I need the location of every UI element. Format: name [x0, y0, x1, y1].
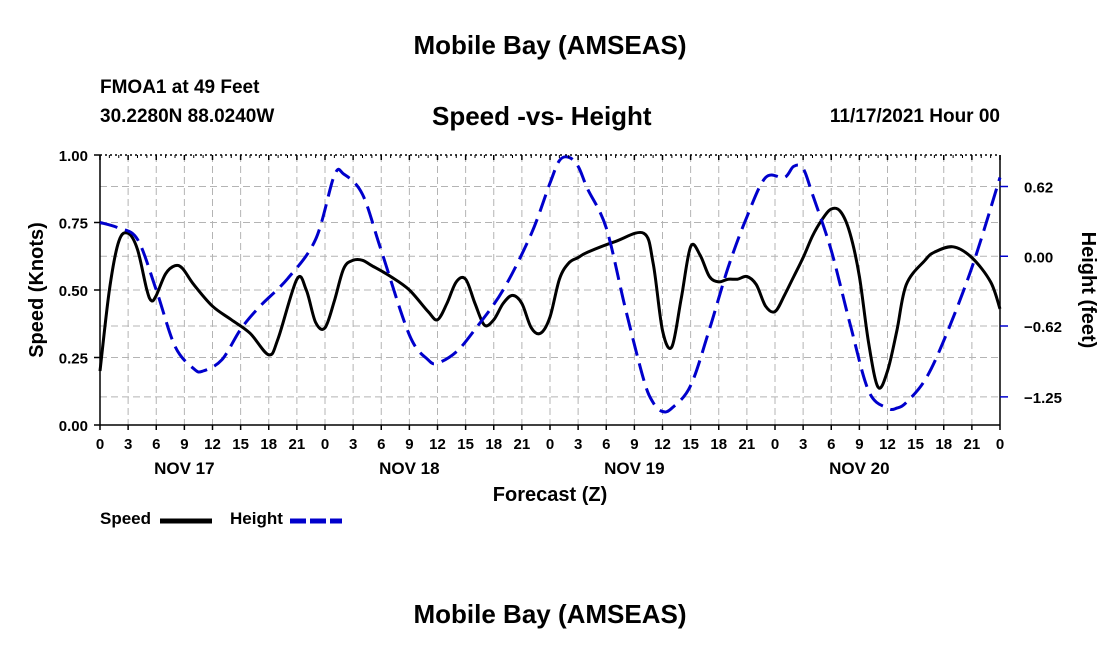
- y2-axis-label: Height (feet): [1077, 232, 1099, 349]
- height-line: [99, 155, 1002, 414]
- x-tick-label: 9: [630, 436, 638, 453]
- y-tick-label: 0.50: [59, 283, 88, 300]
- y-tick-label: 0.00: [59, 418, 88, 435]
- series-group: [98, 155, 1002, 414]
- legend-height-label: Height: [230, 509, 283, 528]
- x-tick-label: 15: [907, 436, 924, 453]
- axes: 0 3 6 9 12 15 18 21 0 3 6 9 12 15 18 21 0 3 6 9 12 15 18 21 0 3 6 9…: [26, 148, 1099, 506]
- forecast-datetime: 11/17/2021 Hour 00: [829, 106, 1000, 127]
- station-label: FMOA1 at 49 Feet: [100, 77, 260, 98]
- day-label: NOV 18: [379, 459, 439, 478]
- x-tick-label: 3: [124, 436, 132, 453]
- y2-tick-label: 0.00: [1024, 249, 1053, 266]
- x-tick-label: 15: [457, 436, 474, 453]
- x-tick-label: 18: [710, 436, 727, 453]
- x-tick-label: 6: [152, 436, 160, 453]
- x-tick-label: 0: [546, 436, 554, 453]
- x-tick-label: 12: [204, 436, 221, 453]
- y-axis-label: Speed (Knots): [26, 222, 48, 358]
- y-tick-label: 0.25: [59, 351, 88, 368]
- x-tick-label: 3: [349, 436, 357, 453]
- x-axis-label: Forecast (Z): [493, 484, 607, 506]
- x-tick-label: 15: [232, 436, 249, 453]
- x-tick-label: 3: [574, 436, 582, 453]
- x-tick-label: 12: [654, 436, 671, 453]
- x-tick-label: 21: [514, 436, 531, 453]
- grid: [100, 155, 1000, 425]
- legend-speed-label: Speed: [100, 509, 152, 528]
- x-tick-label: 9: [180, 436, 188, 453]
- x-tick-label: 6: [377, 436, 385, 453]
- x-tick-label: 12: [429, 436, 446, 453]
- y2-tick-label: −0.62: [1024, 319, 1062, 336]
- coordinates-label: 30.2280N 88.0240W: [100, 106, 275, 127]
- x-tick-label: 18: [485, 436, 502, 453]
- x-tick-label: 0: [321, 436, 329, 453]
- x-tick-label: 0: [996, 436, 1004, 453]
- x-tick-label: 3: [799, 436, 807, 453]
- chart-subtitle: Speed -vs- Height: [432, 101, 652, 131]
- x-tick-label: 18: [935, 436, 952, 453]
- speed-line: [98, 206, 1002, 390]
- y-tick-label: 0.75: [59, 216, 88, 233]
- x-tick-label: 9: [405, 436, 413, 453]
- day-label: NOV 19: [604, 459, 664, 478]
- day-label: NOV 17: [154, 459, 214, 478]
- x-tick-label: 0: [771, 436, 779, 453]
- x-tick-label: 6: [602, 436, 610, 453]
- x-tick-label: 18: [260, 436, 277, 453]
- page-title: Mobile Bay (AMSEAS): [413, 30, 687, 60]
- day-label: NOV 20: [829, 459, 889, 478]
- x-tick-label: 6: [827, 436, 835, 453]
- x-tick-label: 21: [739, 436, 756, 453]
- x-tick-label: 12: [879, 436, 896, 453]
- x-tick-label: 15: [682, 436, 699, 453]
- x-tick-label: 9: [855, 436, 863, 453]
- y2-tick-label: 0.62: [1024, 180, 1053, 197]
- x-tick-label: 0: [96, 436, 104, 453]
- y2-tick-label: −1.25: [1024, 390, 1062, 407]
- y-tick-label: 1.00: [59, 148, 88, 165]
- x-tick-label: 21: [289, 436, 306, 453]
- footer-title: Mobile Bay (AMSEAS): [413, 599, 687, 629]
- x-tick-label: 21: [964, 436, 981, 453]
